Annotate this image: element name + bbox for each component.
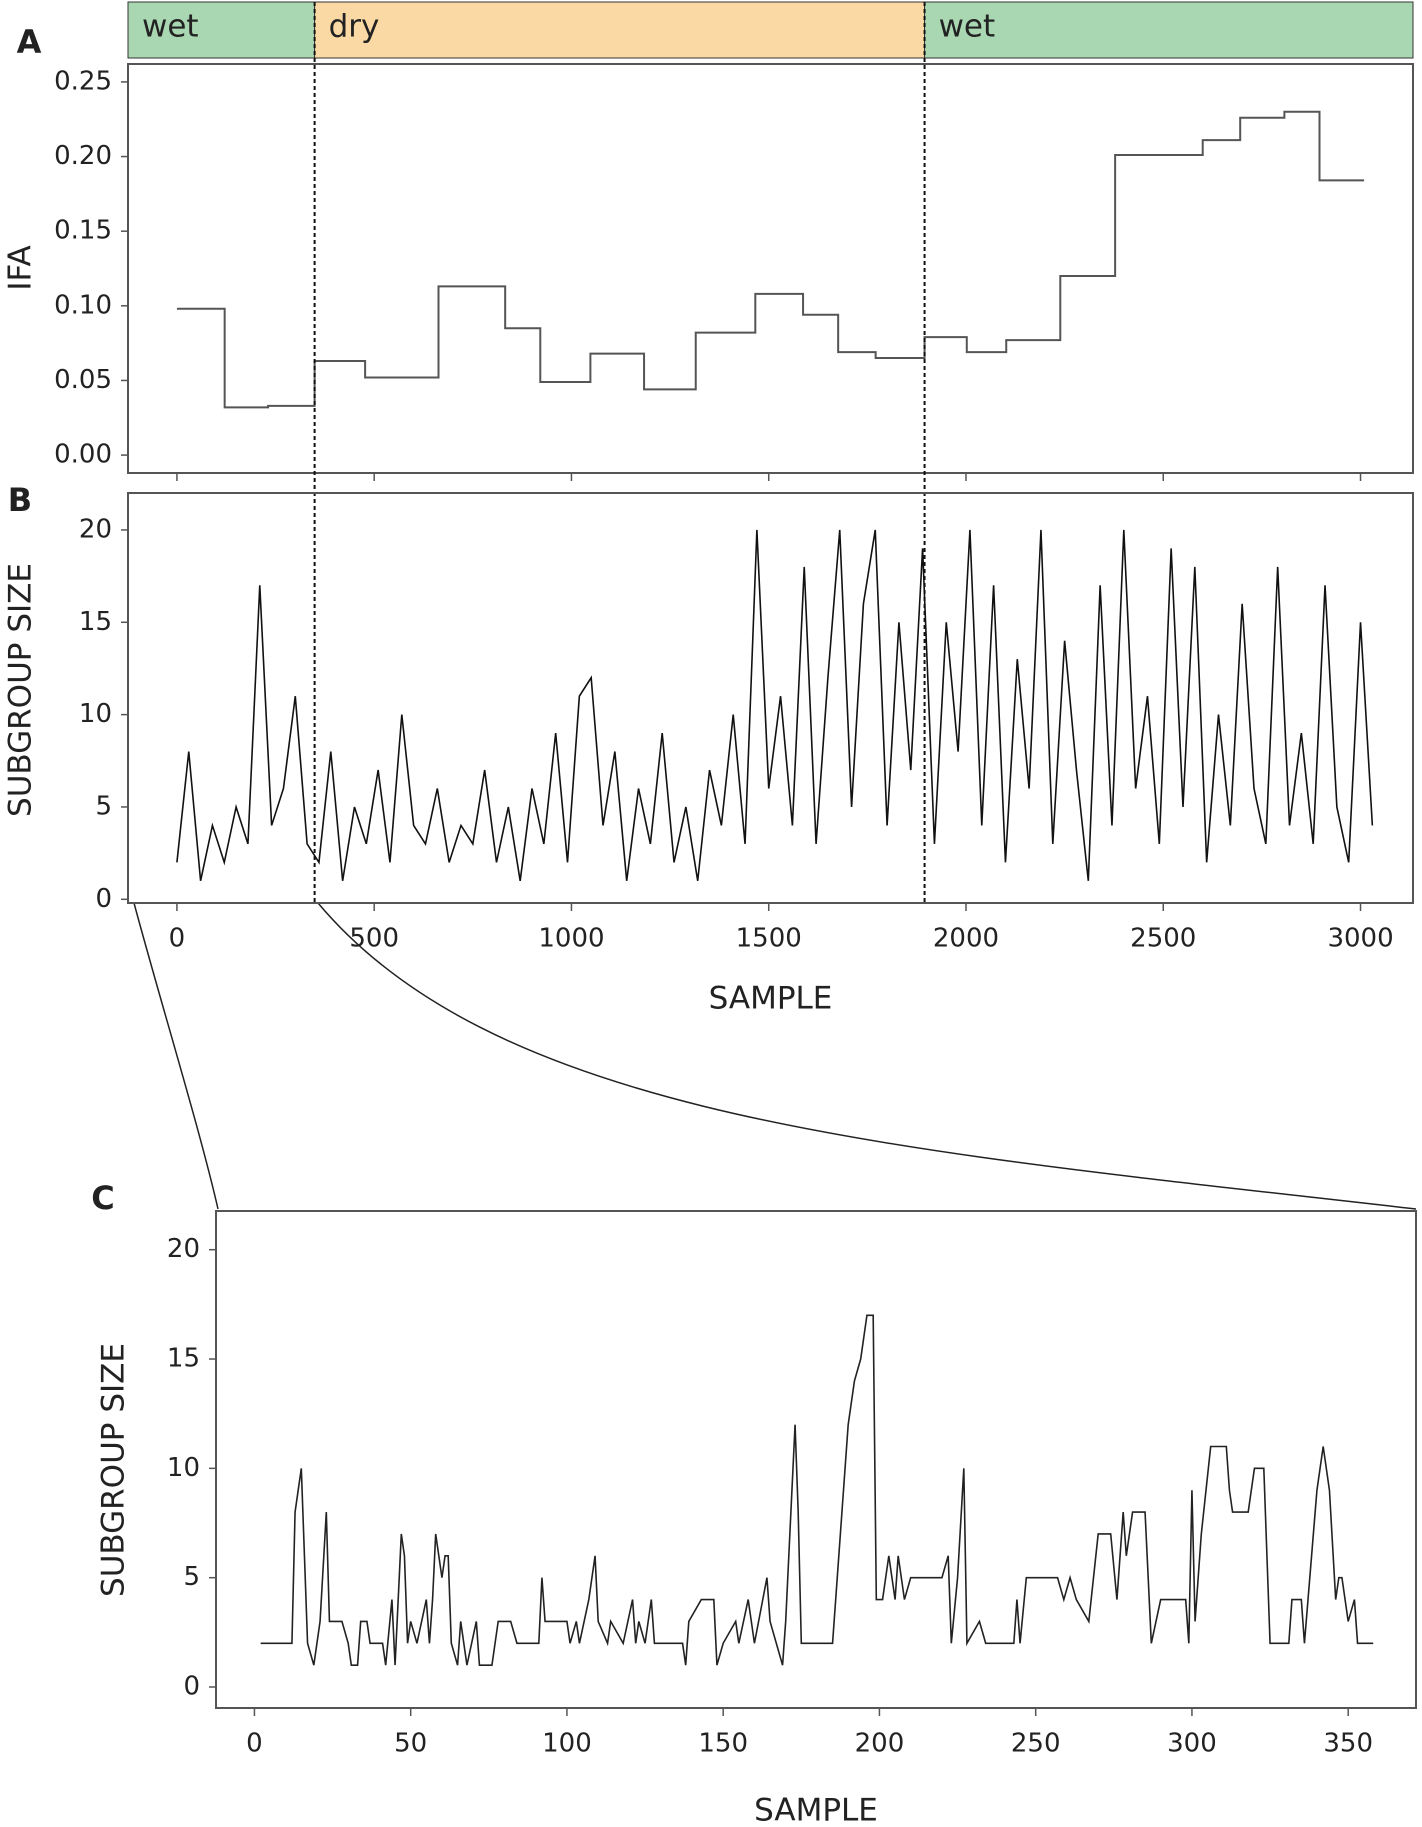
region-band <box>127 1 316 59</box>
region-band <box>314 1 926 59</box>
y-tick-label: 0.20 <box>54 141 112 171</box>
data-line <box>176 529 1374 882</box>
y-tick-label: 0.15 <box>54 216 112 246</box>
x-tick-label: 0 <box>169 924 186 954</box>
x-tick-label: 250 <box>1011 1729 1061 1759</box>
x-tick-label: 500 <box>349 924 399 954</box>
x-tick-label: 3000 <box>1327 924 1393 954</box>
y-tick-label: 15 <box>167 1344 200 1374</box>
x-tick-label: 2000 <box>933 924 999 954</box>
zoom-connector <box>317 902 1417 1210</box>
y-axis-title: SUBGROUP SIZE <box>96 1343 132 1597</box>
data-line <box>176 110 1365 409</box>
x-tick-label: 350 <box>1323 1729 1373 1759</box>
y-tick-label: 0 <box>183 1672 200 1702</box>
region-label: wet <box>939 9 996 45</box>
y-tick-label: 0 <box>95 884 112 914</box>
y-tick-label: 0.05 <box>54 365 112 395</box>
x-axis-title: SAMPLE <box>754 1793 878 1827</box>
region-label: dry <box>329 9 380 45</box>
y-tick-label: 10 <box>79 699 112 729</box>
panel-letter: B <box>8 481 32 519</box>
y-axis-title: IFA <box>3 245 39 290</box>
zoom-connector <box>133 902 219 1210</box>
plot-frame <box>215 1210 1417 1709</box>
x-tick-label: 50 <box>394 1729 427 1759</box>
panel-letter: A <box>17 23 42 61</box>
plot-frame <box>127 492 1414 904</box>
y-tick-label: 0.10 <box>54 290 112 320</box>
x-tick-label: 200 <box>855 1729 905 1759</box>
data-line <box>260 1314 1374 1666</box>
plot-frame <box>127 63 1414 474</box>
x-tick-label: 300 <box>1167 1729 1217 1759</box>
y-tick-label: 20 <box>167 1234 200 1264</box>
y-axis-title: SUBGROUP SIZE <box>3 563 39 817</box>
y-tick-label: 5 <box>183 1562 200 1592</box>
x-tick-label: 2500 <box>1130 924 1196 954</box>
y-tick-label: 0.25 <box>54 66 112 96</box>
y-tick-label: 15 <box>79 607 112 637</box>
region-band <box>924 1 1414 59</box>
y-tick-label: 5 <box>95 791 112 821</box>
y-tick-label: 10 <box>167 1453 200 1483</box>
region-label: wet <box>142 9 199 45</box>
x-tick-label: 0 <box>246 1729 263 1759</box>
x-axis-title: SAMPLE <box>709 981 833 1017</box>
y-tick-label: 20 <box>79 514 112 544</box>
x-tick-label: 1500 <box>736 924 802 954</box>
x-tick-label: 1000 <box>538 924 604 954</box>
x-tick-label: 150 <box>698 1729 748 1759</box>
panel-letter: C <box>91 1179 114 1217</box>
y-tick-label: 0.00 <box>54 440 112 470</box>
x-tick-label: 100 <box>542 1729 592 1759</box>
